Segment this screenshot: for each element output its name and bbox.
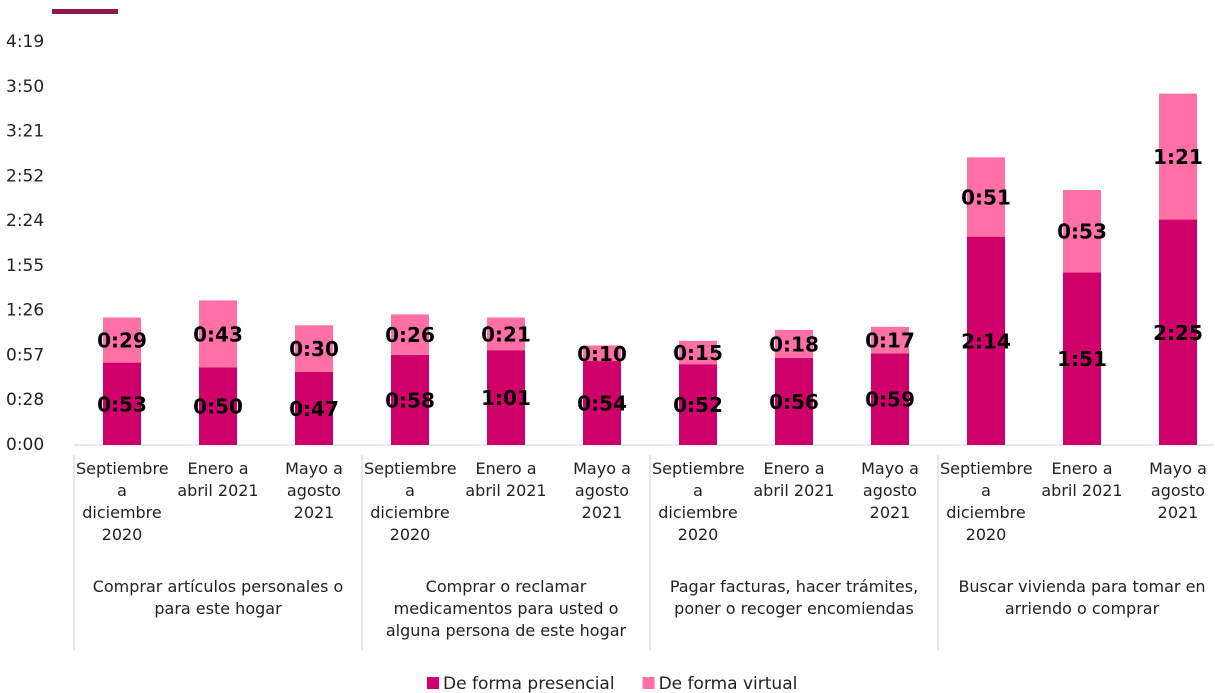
x-tick-label: Septiembre a diciembre 2020 xyxy=(940,459,1033,544)
value-label: 0:43 xyxy=(193,322,243,346)
bar-segment xyxy=(199,300,237,368)
bar-segment xyxy=(871,326,909,354)
bar-segment xyxy=(487,317,525,351)
y-tick-label: 2:52 xyxy=(6,166,44,186)
bar-segment xyxy=(103,362,141,445)
legend-label: De forma presencial xyxy=(443,674,615,693)
bar-segment xyxy=(103,317,141,363)
value-label: 1:21 xyxy=(1153,145,1203,169)
bar-segment xyxy=(487,350,525,445)
bar-segment xyxy=(295,371,333,445)
x-tick-label: Mayo a agosto 2021 xyxy=(861,459,919,522)
legend-label: De forma virtual xyxy=(659,674,798,693)
value-label: 0:54 xyxy=(577,392,627,416)
group-label: Comprar o reclamar medicamentos para ust… xyxy=(385,577,627,640)
group-label: Comprar artículos personales o para este… xyxy=(92,577,344,618)
y-tick-label: 4:19 xyxy=(6,32,44,52)
x-tick-label: Enero a abril 2021 xyxy=(1041,459,1123,500)
value-label: 0:29 xyxy=(97,329,147,353)
x-tick-label: Enero a abril 2021 xyxy=(753,459,835,500)
x-tick-label: Enero a abril 2021 xyxy=(177,459,259,500)
y-tick-label: 3:50 xyxy=(6,77,44,97)
group-label: Buscar vivienda para tomar en arriendo o… xyxy=(958,577,1206,618)
bar-segment xyxy=(391,354,429,445)
bar-segment xyxy=(1063,190,1101,273)
value-label: 0:58 xyxy=(385,388,435,412)
x-tick-label: Septiembre a diciembre 2020 xyxy=(76,459,169,544)
bar-segment xyxy=(1063,272,1101,445)
x-tick-label: Mayo a agosto 2021 xyxy=(1149,459,1207,522)
bar-segment xyxy=(967,157,1005,237)
y-tick-label: 3:21 xyxy=(6,122,44,142)
value-label: 2:14 xyxy=(961,329,1011,353)
bar-segment xyxy=(1159,219,1197,445)
value-label: 0:26 xyxy=(385,323,435,347)
x-tick-label: Enero a abril 2021 xyxy=(465,459,547,500)
x-tick-label: Septiembre a diciembre 2020 xyxy=(364,459,457,544)
value-label: 1:01 xyxy=(481,386,531,410)
y-tick-label: 1:26 xyxy=(6,301,44,321)
value-label: 0:47 xyxy=(289,397,339,421)
bar-segment xyxy=(871,353,909,445)
group-label: Pagar facturas, hacer trámites, poner o … xyxy=(669,577,919,618)
decoration-bar xyxy=(52,9,118,14)
y-tick-label: 0:57 xyxy=(6,345,44,365)
bar-segment xyxy=(679,340,717,365)
bar-segment xyxy=(583,361,621,445)
bar-segment xyxy=(967,236,1005,445)
value-label: 0:53 xyxy=(1057,220,1107,244)
value-label: 0:15 xyxy=(673,341,723,365)
value-label: 1:51 xyxy=(1057,347,1107,371)
value-label: 0:59 xyxy=(865,388,915,412)
legend-swatch xyxy=(642,677,655,689)
value-label: 0:30 xyxy=(289,337,339,361)
value-label: 0:50 xyxy=(193,395,243,419)
bar-segment xyxy=(199,367,237,445)
value-label: 0:56 xyxy=(769,390,819,414)
value-label: 0:18 xyxy=(769,332,819,356)
y-tick-label: 1:55 xyxy=(6,256,44,276)
bar-segment xyxy=(1159,93,1197,220)
legend-swatch xyxy=(427,677,439,689)
bar-segment xyxy=(775,357,813,445)
value-label: 0:17 xyxy=(865,329,915,353)
bar-segment xyxy=(391,314,429,355)
bar-segment xyxy=(679,364,717,445)
value-label: 0:10 xyxy=(577,342,627,366)
value-label: 0:52 xyxy=(673,393,723,417)
x-tick-label: Mayo a agosto 2021 xyxy=(573,459,631,522)
y-tick-label: 0:28 xyxy=(6,390,44,410)
value-label: 0:53 xyxy=(97,392,147,416)
value-label: 0:21 xyxy=(481,322,531,346)
bar-segment xyxy=(775,329,813,358)
value-label: 0:51 xyxy=(961,186,1011,210)
value-label: 2:25 xyxy=(1153,321,1203,345)
y-tick-label: 0:00 xyxy=(6,435,44,455)
bar-segment xyxy=(295,325,333,372)
x-tick-label: Septiembre a diciembre 2020 xyxy=(652,459,745,544)
bar-segment xyxy=(583,345,621,362)
x-tick-label: Mayo a agosto 2021 xyxy=(285,459,343,522)
y-tick-label: 2:24 xyxy=(6,211,44,231)
